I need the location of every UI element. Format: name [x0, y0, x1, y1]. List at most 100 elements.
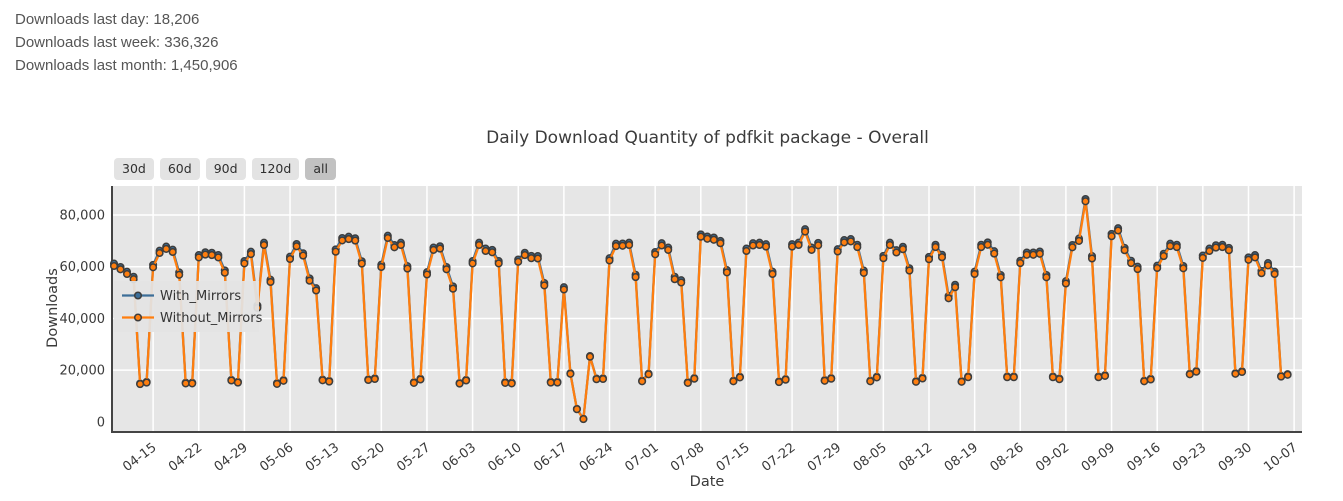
data-point-Without_Mirrors	[820, 376, 829, 385]
data-point-Without_Mirrors	[448, 284, 458, 293]
data-point-Without_Mirrors	[1172, 243, 1181, 252]
data-point-Without_Mirrors	[866, 377, 875, 386]
data-point-Without_Mirrors	[435, 244, 445, 253]
data-point-Without_Mirrors	[481, 246, 490, 256]
data-point-Without_Mirrors	[520, 251, 529, 260]
data-point-Without_Mirrors	[462, 376, 471, 385]
data-point-Without_Mirrors	[1068, 243, 1077, 252]
data-point-Without_Mirrors	[703, 234, 712, 243]
range-button-all[interactable]: all	[305, 158, 336, 180]
axes	[111, 186, 1302, 433]
legend-label-With_Mirrors[interactable]: With_Mirrors	[160, 289, 241, 304]
data-point-Without_Mirrors	[559, 285, 568, 294]
x-tick-label: 04-22	[166, 440, 205, 475]
data-point-Without_Mirrors	[312, 286, 321, 295]
data-point-Without_Mirrors	[1257, 269, 1266, 278]
legend[interactable]: With_Mirrors Without_Mirrors	[114, 281, 263, 332]
data-point-Without_Mirrors	[116, 265, 125, 274]
stat-last-week: Downloads last week: 336,326	[15, 34, 219, 51]
data-point-Without_Mirrors	[611, 242, 621, 251]
data-point-Without_Mirrors	[840, 238, 849, 247]
data-point-Without_Mirrors	[977, 243, 986, 252]
x-tick-label: 09-23	[1170, 440, 1209, 475]
data-point-Without_Mirrors	[1042, 273, 1051, 282]
data-point-Without_Mirrors	[644, 370, 653, 379]
data-point-Without_Mirrors	[1087, 254, 1097, 263]
data-point-Without_Mirrors	[351, 236, 360, 245]
data-point-Without_Mirrors	[1003, 373, 1012, 382]
data-point-Without_Mirrors	[149, 263, 158, 272]
plot-background[interactable]	[113, 186, 1302, 431]
data-point-Without_Mirrors	[390, 243, 399, 252]
range-button-row: 30d 60d 90d 120d all	[114, 158, 336, 180]
data-point-Without_Mirrors	[774, 378, 784, 387]
data-point-Without_Mirrors	[905, 266, 914, 275]
data-point-Without_Mirrors	[162, 244, 171, 253]
data-point-Without_Mirrors	[181, 379, 190, 388]
range-button-30d[interactable]: 30d	[114, 158, 154, 180]
x-axis-title: Date	[690, 474, 725, 490]
data-point-Without_Mirrors	[879, 254, 888, 263]
data-point-Without_Mirrors	[305, 276, 314, 285]
data-point-Without_Mirrors	[1237, 367, 1247, 377]
data-point-Without_Mirrors	[155, 248, 164, 258]
data-point-Without_Mirrors	[924, 255, 934, 264]
data-point-Without_Mirrors	[370, 374, 379, 384]
legend-label-Without_Mirrors[interactable]: Without_Mirrors	[160, 311, 263, 326]
x-tick-label: 05-13	[303, 440, 342, 475]
data-point-Without_Mirrors	[735, 373, 744, 382]
data-point-Without_Mirrors	[318, 376, 327, 385]
data-point-Without_Mirrors	[344, 235, 353, 244]
data-point-Without_Mirrors	[605, 256, 614, 265]
data-point-Without_Mirrors	[625, 240, 634, 250]
data-point-Without_Mirrors	[677, 278, 686, 287]
x-tick-label: 05-20	[349, 440, 388, 475]
data-point-Without_Mirrors	[507, 379, 516, 388]
x-tick-label: 04-15	[120, 440, 159, 475]
data-point-Without_Mirrors	[898, 245, 907, 254]
data-point-Without_Mirrors	[1205, 246, 1214, 256]
data-point-Without_Mirrors	[527, 254, 536, 263]
data-point-Without_Mirrors	[1048, 373, 1057, 382]
data-point-Without_Mirrors	[409, 378, 418, 387]
data-point-Without_Mirrors	[357, 259, 366, 268]
data-point-Without_Mirrors	[1277, 372, 1286, 381]
data-point-Without_Mirrors	[553, 378, 562, 387]
data-point-Without_Mirrors	[246, 250, 255, 259]
data-point-Without_Mirrors	[1081, 197, 1090, 206]
y-axis-title: Downloads	[45, 268, 61, 348]
data-point-Without_Mirrors	[572, 405, 581, 414]
x-tick-label: 09-30	[1216, 440, 1255, 475]
x-tick-label: 06-17	[531, 440, 570, 475]
data-point-Without_Mirrors	[859, 268, 868, 277]
data-point-Without_Mirrors	[937, 253, 947, 262]
data-point-Without_Mirrors	[853, 243, 862, 252]
data-point-Without_Mirrors	[970, 269, 979, 279]
data-point-Without_Mirrors	[1244, 255, 1253, 264]
data-point-Without_Mirrors	[1035, 249, 1044, 258]
data-point-Without_Mirrors	[338, 236, 347, 245]
data-point-Without_Mirrors	[422, 270, 432, 279]
data-point-Without_Mirrors	[468, 259, 477, 268]
data-point-Without_Mirrors	[729, 377, 738, 386]
data-point-Without_Mirrors	[1127, 259, 1136, 268]
data-point-Without_Mirrors	[664, 245, 673, 254]
data-point-Without_Mirrors	[598, 374, 608, 384]
data-point-Without_Mirrors	[814, 241, 823, 250]
data-point-Without_Mirrors	[168, 247, 177, 257]
range-button-60d[interactable]: 60d	[159, 158, 200, 180]
data-point-Without_Mirrors	[1198, 253, 1207, 262]
data-point-Without_Mirrors	[227, 376, 236, 385]
data-point-Without_Mirrors	[957, 377, 966, 386]
y-tick-label: 20,000	[60, 364, 106, 379]
data-point-Without_Mirrors	[801, 227, 810, 236]
data-point-Without_Mirrors	[566, 369, 575, 378]
data-point-Without_Mirrors	[194, 253, 203, 262]
range-button-90d[interactable]: 90d	[205, 158, 246, 180]
range-button-120d[interactable]: 120d	[251, 158, 300, 180]
data-point-Without_Mirrors	[931, 243, 940, 252]
data-point-Without_Mirrors	[1231, 369, 1240, 378]
plot-area[interactable]	[113, 186, 1302, 431]
data-point-Without_Mirrors	[207, 251, 216, 260]
